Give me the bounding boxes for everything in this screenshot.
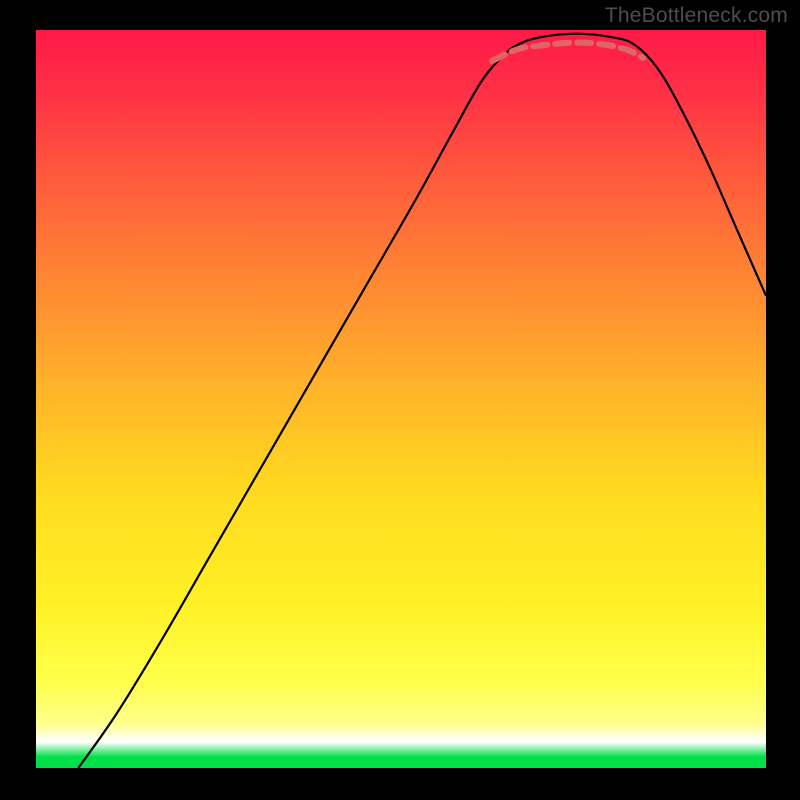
- watermark-text: TheBottleneck.com: [605, 4, 788, 28]
- chart-frame: TheBottleneck.com: [0, 0, 800, 800]
- bottleneck-curve: [78, 34, 766, 768]
- plot-area: [36, 30, 766, 768]
- curve-layer: [36, 30, 766, 768]
